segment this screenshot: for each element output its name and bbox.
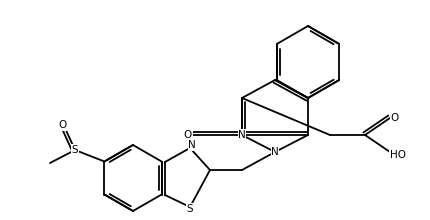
- Text: S: S: [72, 145, 78, 155]
- Text: HO: HO: [390, 150, 406, 160]
- Text: N: N: [188, 140, 196, 150]
- Text: S: S: [187, 204, 194, 214]
- Text: O: O: [184, 130, 192, 140]
- Text: N: N: [271, 147, 279, 157]
- Text: O: O: [58, 120, 66, 130]
- Text: N: N: [238, 130, 246, 140]
- Text: O: O: [391, 113, 399, 123]
